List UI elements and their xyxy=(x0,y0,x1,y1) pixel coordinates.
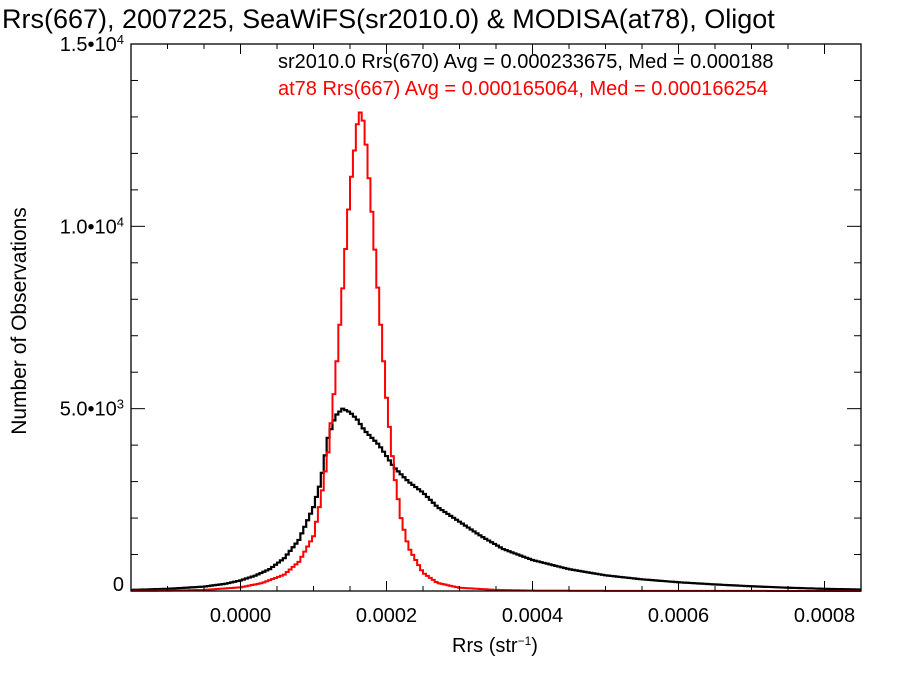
x-tick-label: 0.0006 xyxy=(648,605,709,627)
x-tick-label: 0.0002 xyxy=(356,605,417,627)
chart-title: Rrs(667), 2007225, SeaWiFS(sr2010.0) & M… xyxy=(2,4,775,34)
y-tick-label: 1.5•104 xyxy=(60,32,124,57)
legend-entry: sr2010.0 Rrs(670) Avg = 0.000233675, Med… xyxy=(278,51,774,73)
y-tick-label: 0 xyxy=(113,574,124,596)
x-axis-label: Rrs (str−1) xyxy=(452,634,538,657)
y-axis-label: Number of Observations xyxy=(8,207,31,435)
y-tick-label: 5.0•103 xyxy=(60,396,124,421)
x-axis: 0.0000 0.0002 0.0004 0.0006 0.0008 xyxy=(167,44,862,627)
legend: sr2010.0 Rrs(670) Avg = 0.000233675, Med… xyxy=(278,51,774,100)
x-tick-label: 0.0000 xyxy=(210,605,271,627)
x-tick-label: 0.0004 xyxy=(502,605,563,627)
y-tick-label: 1.0•104 xyxy=(60,214,124,239)
legend-entry: at78 Rrs(667) Avg = 0.000165064, Med = 0… xyxy=(278,78,768,100)
series-line-1 xyxy=(131,407,861,591)
x-tick-label: 0.0008 xyxy=(794,605,855,627)
y-axis: 0 5.0•103 1.0•104 1.5•104 xyxy=(60,32,861,596)
